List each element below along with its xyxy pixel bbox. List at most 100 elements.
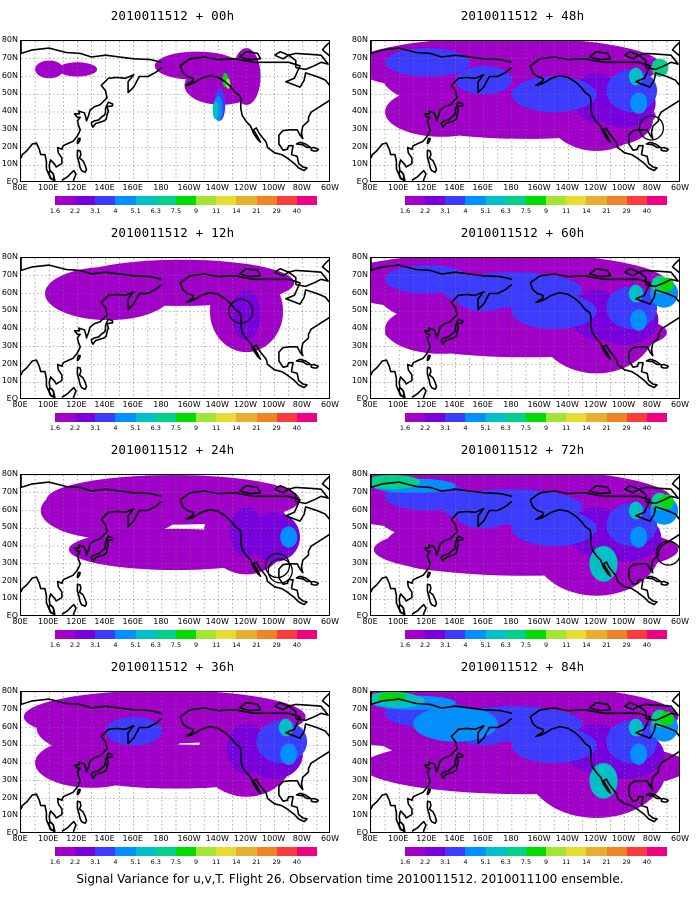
colorbar-label: 4	[113, 858, 118, 866]
colorbar-swatch	[276, 630, 297, 639]
lat-tick-label: 30N	[1, 340, 18, 350]
coastline	[48, 604, 55, 615]
colorbar-swatch	[55, 847, 76, 856]
lon-tick-label: 80E	[362, 617, 378, 626]
colorbar-label: 2.2	[69, 641, 81, 649]
colorbar-swatch	[236, 847, 257, 856]
lon-tick-label: 80W	[642, 183, 661, 192]
lon-tick-labels: 80E 100E 120E 140E 160E 180 160W 140W 120W 100W 80…	[12, 400, 339, 410]
coastline	[671, 475, 679, 491]
colorbar-swatch	[196, 196, 217, 205]
coastline	[637, 269, 679, 288]
colorbar-swatch	[276, 847, 297, 856]
variance-region	[630, 309, 648, 331]
lat-tick-label: 80N	[1, 469, 18, 478]
lat-tick-label: 30N	[351, 774, 368, 784]
colorbar-swatch	[75, 847, 96, 856]
colorbar-label: 7.5	[170, 858, 182, 866]
colorbar-swatch	[646, 630, 668, 639]
colorbar-label: 4	[463, 641, 468, 649]
colorbar-label: 1.6	[399, 858, 411, 866]
lat-tick-label: EQ	[356, 828, 368, 837]
lat-tick-label: 30N	[1, 774, 18, 784]
lon-tick-label: 60W	[670, 400, 690, 409]
colorbar-swatch	[606, 413, 627, 422]
lat-tick-label: 10N	[351, 159, 368, 169]
colorbar-label: 14	[582, 207, 591, 215]
lon-tick-label: 120E	[416, 834, 437, 843]
colorbar-label: 11	[212, 424, 221, 432]
lon-tick-label: 160W	[527, 183, 551, 192]
lon-tick-label: 100W	[612, 400, 636, 409]
colorbar-label: 29	[622, 424, 631, 432]
lon-tick-label: 120E	[66, 617, 87, 626]
coastline	[76, 354, 82, 362]
lat-tick-label: 60N	[351, 287, 368, 297]
colorbar-label: 9	[193, 424, 199, 432]
colorbar-label: 9	[193, 641, 199, 649]
colorbar-label: 5.1	[480, 641, 491, 649]
colorbar-swatch	[405, 196, 426, 205]
panel-title: 2010011512 + 48h	[460, 8, 585, 23]
colorbar-swatch	[236, 413, 257, 422]
coastline	[76, 149, 88, 174]
colorbar-label: 6.3	[500, 207, 511, 215]
colorbar-swatch	[216, 413, 237, 422]
variance-region	[212, 101, 219, 120]
colorbar-label: 9	[543, 207, 549, 215]
lon-tick-label: 80E	[362, 834, 378, 843]
colorbar-label: 29	[272, 424, 281, 432]
lon-tick-label: 80W	[642, 400, 661, 409]
colorbar-swatch	[95, 847, 116, 856]
coastline	[48, 170, 55, 181]
colorbar-label: 7.5	[520, 424, 532, 432]
observation-circle	[228, 298, 254, 324]
coastline	[295, 792, 312, 800]
colorbar-swatch	[256, 630, 277, 639]
lat-tick-label: 50N	[351, 88, 368, 98]
map-panel-4: 2010011512 + 36h 80N 70N 60N 50N 40N 30N 20N 10N…	[0, 651, 345, 871]
lon-tick-label: 180	[153, 183, 169, 192]
colorbar-label: 21	[252, 207, 261, 215]
colorbar-swatch	[175, 630, 197, 639]
coastline	[61, 386, 77, 398]
lat-tick-label: 20N	[351, 792, 368, 802]
colorbar-label: 1.6	[49, 858, 61, 866]
colorbar-swatch	[586, 630, 607, 639]
colorbar-label: 14	[582, 424, 591, 432]
colorbar-swatch	[646, 847, 668, 856]
coastline	[440, 535, 464, 562]
lat-tick-label: 60N	[1, 70, 18, 80]
variance-region	[68, 528, 284, 571]
observation-circle	[267, 558, 293, 584]
colorbar-label: 40	[292, 858, 301, 866]
colorbar-label: 3.1	[440, 207, 451, 215]
map-panel-2: 2010011512 + 12h 80N 70N 60N 50N 40N 30N 20N 10N…	[0, 217, 345, 437]
coastline	[48, 821, 55, 832]
coastline	[287, 269, 329, 288]
colorbar-label: 3.1	[440, 858, 451, 866]
colorbar-swatch	[405, 630, 426, 639]
colorbar-label: 6.3	[150, 641, 161, 649]
coastline	[371, 475, 513, 498]
variance-region	[385, 521, 498, 571]
colorbar-swatch	[196, 630, 217, 639]
lon-tick-label: 60W	[320, 834, 340, 843]
lat-tick-label: 30N	[351, 557, 368, 567]
variance-region	[659, 494, 674, 509]
colorbar-swatch	[115, 847, 136, 856]
lat-tick-label: 60N	[1, 721, 18, 731]
variance-region	[630, 743, 648, 765]
colorbar-swatch	[566, 847, 587, 856]
colorbar-swatch	[75, 630, 96, 639]
coastline	[529, 273, 679, 389]
map-canvas	[371, 41, 679, 181]
colorbar-label: 11	[562, 424, 571, 432]
colorbar-swatch	[626, 196, 647, 205]
coastline	[588, 484, 612, 495]
lon-tick-label: 100W	[262, 183, 286, 192]
lon-tick-label: 60W	[670, 834, 690, 843]
lat-tick-label: 10N	[351, 376, 368, 386]
lat-tick-label: 50N	[1, 305, 18, 315]
variance-region	[630, 526, 648, 548]
